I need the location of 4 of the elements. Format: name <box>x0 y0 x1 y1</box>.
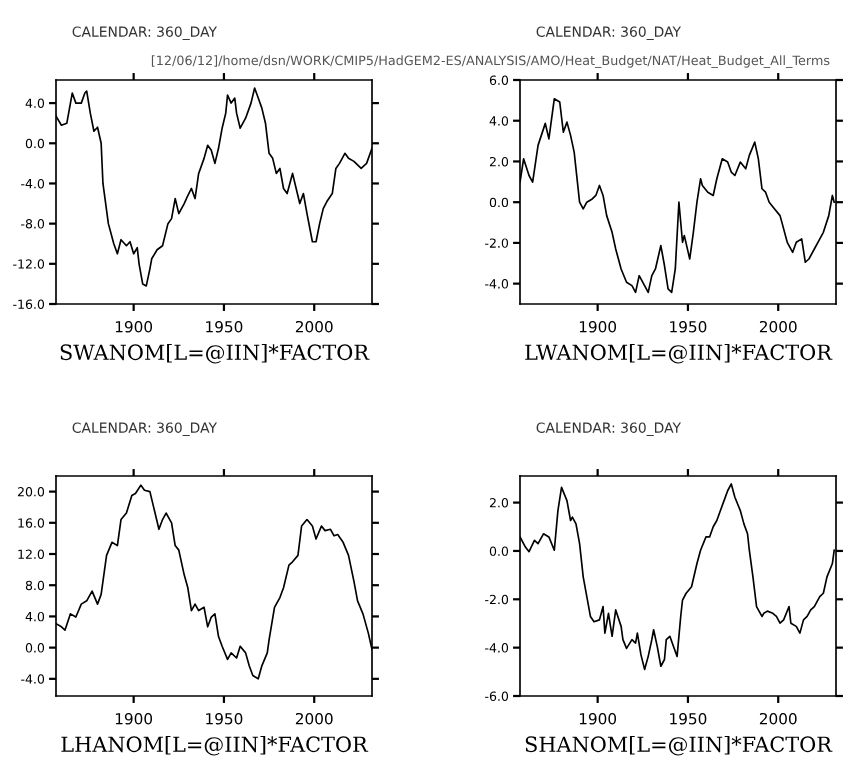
text: LWANOM[L=@IIN]*FACTOR <box>525 344 833 364</box>
text: SHANOM[L=@IIN]*FACTOR <box>525 736 833 756</box>
text: LHANOM[L=@IIN]*FACTOR <box>61 736 369 756</box>
text: SWANOM[L=@IIN]*FACTOR <box>60 344 370 364</box>
